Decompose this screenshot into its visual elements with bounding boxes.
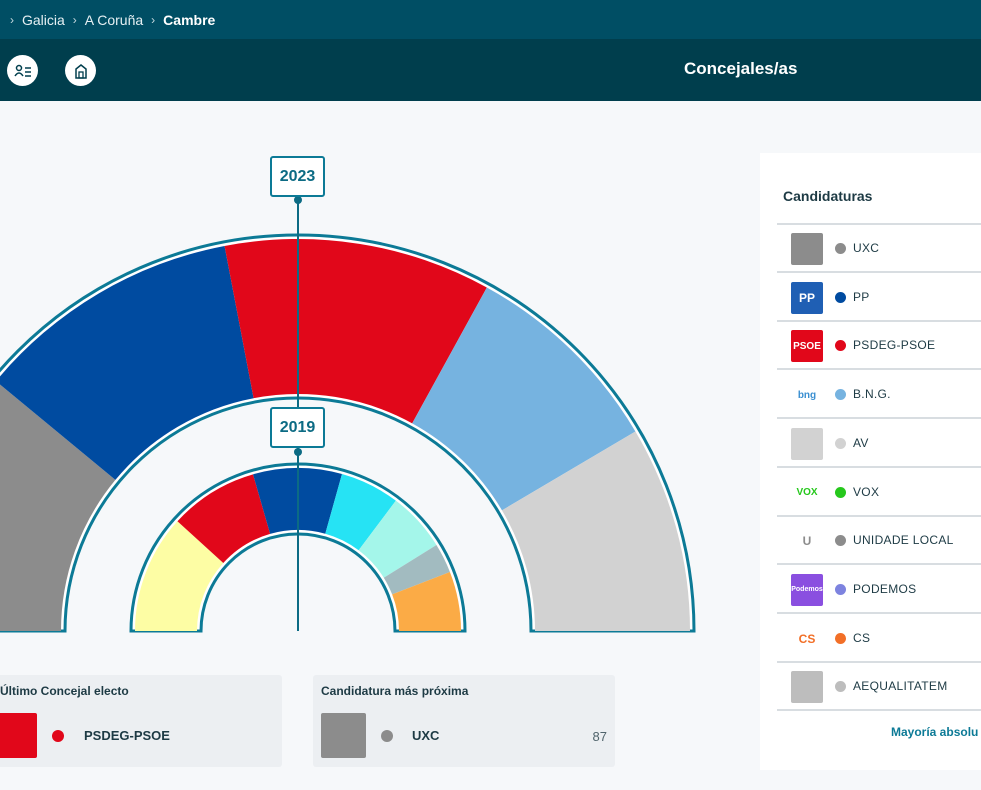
- candidacies-title: Candidaturas: [783, 188, 873, 204]
- hemicycle-2023-seat-1: [0, 245, 254, 480]
- nearest-candidacy-votes: 87: [592, 729, 607, 744]
- candidacy-row[interactable]: Podemos PODEMOS: [777, 566, 981, 614]
- candidacy-name: B.N.G.: [853, 387, 891, 402]
- divider: [777, 223, 981, 225]
- party-color-dot: [835, 535, 846, 547]
- breadcrumb-cambre: Cambre: [163, 11, 216, 28]
- municipality-icon: [74, 63, 87, 79]
- candidacy-name: PP: [853, 289, 870, 304]
- last-elected-party: PSDEG-PSOE: [84, 728, 170, 743]
- party-color-dot: [835, 583, 846, 595]
- candidacy-row[interactable]: UXC: [777, 225, 981, 273]
- breadcrumb-galicia[interactable]: Galicia: [22, 11, 65, 28]
- pp-logo: PP: [791, 281, 823, 314]
- nearest-candidacy-dot: [381, 730, 393, 742]
- nearest-candidacy-party: UXC: [412, 728, 440, 743]
- party-color-dot: [835, 291, 846, 303]
- last-elected-label: Último Concejal electo: [0, 684, 129, 698]
- absolute-majority-label[interactable]: Mayoría absolu: [891, 725, 979, 739]
- hemicycle-2023-seat-4: [501, 431, 690, 631]
- hemicycle-2019-seat-5: [383, 544, 450, 595]
- municipality-button[interactable]: [65, 55, 96, 86]
- logo-text: Podemos: [791, 586, 823, 594]
- party-color-dot: [835, 486, 846, 498]
- nearest-candidacy-swatch: [321, 713, 366, 758]
- candidacy-name: AEQUALITATEM: [853, 679, 948, 694]
- candidacies-panel: Candidaturas UXC PP PP PSOE PSDEG-PSOE bng B.N…: [760, 153, 981, 770]
- hemicycle-2023-seat-0: [0, 384, 116, 631]
- candidacy-name: CS: [853, 630, 871, 645]
- hemicycle-2023-seat-3: [412, 287, 636, 511]
- candidacy-row[interactable]: PSOE PSDEG-PSOE: [777, 322, 981, 371]
- av-logo: [791, 427, 823, 460]
- candidacy-name: UXC: [853, 241, 880, 255]
- section-header: Concejales/as: [0, 39, 981, 101]
- chevron-right-icon: ›: [72, 12, 77, 27]
- hemicycle-2019-seat-4: [358, 500, 437, 578]
- breadcrumb: › Galicia › A Coruña › Cambre: [0, 0, 981, 39]
- candidacy-row[interactable]: bng B.N.G.: [777, 371, 981, 420]
- candidacy-row[interactable]: U UNIDADE LOCAL: [777, 517, 981, 566]
- logo-text: bng: [797, 389, 817, 401]
- logo-text: VOX: [796, 487, 818, 498]
- hemicycle-chart: [0, 196, 696, 633]
- unidade-local-logo: U: [791, 525, 823, 558]
- hemicycle-2023-seat-2: [224, 239, 487, 424]
- bng-logo: bng: [791, 379, 823, 412]
- logo-text: PP: [798, 290, 815, 305]
- last-elected-dot: [52, 730, 64, 742]
- candidacy-row[interactable]: CS CS: [777, 615, 981, 663]
- candidacy-row[interactable]: VOX VOX: [777, 469, 981, 517]
- psoe-logo: PSOE: [791, 330, 823, 363]
- nearest-candidacy-label: Candidatura más próxima: [321, 684, 469, 698]
- logo-text: PSOE: [793, 340, 821, 352]
- hemicycle-2019-seat-6: [392, 571, 461, 631]
- chevron-right-icon: ›: [151, 12, 156, 27]
- year-marker-2023: [294, 196, 302, 204]
- hemicycle-2019-seat-0: [135, 521, 224, 631]
- cs-logo: CS: [791, 622, 823, 655]
- candidacy-name: PODEMOS: [853, 581, 917, 596]
- party-color-dot: [835, 681, 846, 693]
- party-color-dot: [835, 632, 846, 644]
- uxc-logo: [791, 233, 823, 265]
- logo-text: CS: [798, 631, 816, 646]
- year-label-2023: 2023: [270, 156, 325, 197]
- results-content: 2023 2019 Último Concejal electo PSDEG-P…: [0, 101, 981, 790]
- logo-text: U: [802, 534, 812, 549]
- candidacy-row[interactable]: AEQUALITATEM: [777, 663, 981, 712]
- candidate-list-icon: [13, 64, 31, 77]
- candidacy-name: AV: [853, 435, 869, 450]
- hemicycle-2019-seat-1: [177, 474, 271, 564]
- last-elected-swatch: [0, 713, 37, 758]
- party-color-dot: [835, 437, 846, 449]
- vox-logo: VOX: [791, 476, 823, 509]
- last-elected-card: Último Concejal electo PSDEG-PSOE: [0, 675, 282, 767]
- candidacy-row[interactable]: PP PP: [777, 274, 981, 322]
- podemos-logo: Podemos: [791, 573, 823, 606]
- candidacy-name: PSDEG-PSOE: [853, 338, 936, 353]
- page-title: Concejales/as: [684, 59, 798, 78]
- candidate-list-button[interactable]: [7, 55, 38, 86]
- hemicycle-2019-seat-3: [325, 474, 396, 551]
- candidacy-row[interactable]: AV: [777, 420, 981, 468]
- year-label-2019: 2019: [270, 407, 325, 448]
- party-color-dot: [835, 389, 846, 401]
- nearest-candidacy-card: Candidatura más próxima UXC 87: [313, 675, 615, 767]
- party-color-dot: [835, 340, 846, 352]
- breadcrumb-a-coruna[interactable]: A Coruña: [84, 11, 144, 28]
- party-color-dot: [835, 243, 846, 254]
- candidacy-name: UNIDADE LOCAL: [853, 533, 954, 548]
- chevron-right-icon: ›: [10, 12, 14, 27]
- year-marker-2019: [294, 448, 302, 456]
- candidacy-name: VOX: [853, 484, 880, 499]
- aequalitatem-logo: [791, 671, 823, 704]
